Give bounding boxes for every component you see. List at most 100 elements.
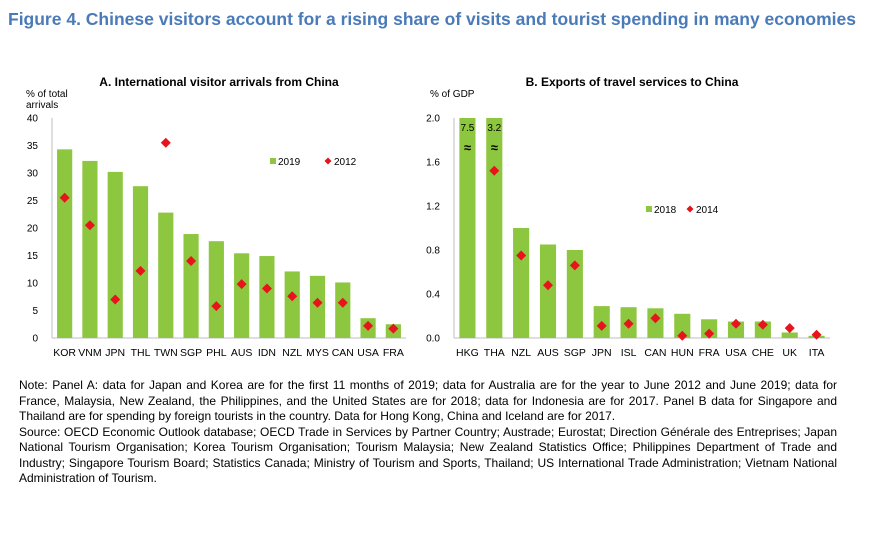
- x-tick-label: NZL: [511, 347, 531, 359]
- bar-2019-NZL: [284, 271, 300, 338]
- marker-2012-IDN: [261, 283, 272, 294]
- x-tick-label: HKG: [456, 347, 479, 359]
- x-tick-label: TWN: [154, 347, 178, 359]
- marker-2012-MYS: [312, 297, 323, 308]
- y-tick-label: 0: [32, 334, 38, 345]
- chart-title: A. International visitor arrivals from C…: [99, 75, 339, 89]
- marker-2014-CAN: [650, 313, 661, 324]
- bar-2018-AUS: [539, 244, 557, 338]
- x-tick-label: IDN: [258, 347, 276, 359]
- x-tick-label: JPN: [592, 347, 612, 359]
- bar-2019-PHL: [208, 241, 224, 338]
- x-tick-label: JPN: [105, 347, 125, 359]
- marker-2014-ITA: [811, 329, 822, 340]
- marker-2012-CAN: [337, 297, 348, 308]
- x-tick-label: SGP: [180, 347, 202, 359]
- bar-2019-KOR: [57, 149, 73, 338]
- x-tick-label: UK: [782, 347, 797, 359]
- y-tick-label: 0.8: [426, 246, 440, 257]
- bar-2019-JPN: [107, 171, 123, 338]
- y-tick-label: 2.0: [426, 114, 440, 125]
- y-tick-label: 20: [27, 224, 39, 235]
- marker-2012-PHL: [211, 301, 222, 312]
- marker-2012-THL: [135, 265, 146, 276]
- y-axis-label: % of GDP: [430, 89, 475, 100]
- marker-2014-SGP: [569, 260, 580, 271]
- legend-marker-swatch: [686, 205, 694, 213]
- bar-2018-UK: [781, 332, 798, 338]
- y-tick-label: 5: [32, 306, 38, 317]
- bar-2018-THA: [486, 118, 503, 338]
- marker-2014-HUN: [677, 330, 688, 341]
- x-tick-label: ISL: [621, 347, 637, 359]
- legend-marker-swatch: [324, 157, 332, 165]
- x-tick-label: KOR: [53, 347, 76, 359]
- y-tick-label: 1.2: [426, 202, 440, 213]
- bar-2018-NZL: [513, 228, 530, 338]
- x-tick-label: NZL: [282, 347, 302, 359]
- bar-2018-USA: [727, 321, 745, 338]
- bar-2019-SGP: [183, 234, 199, 338]
- x-tick-label: FRA: [699, 347, 720, 359]
- x-tick-label: CAN: [332, 347, 354, 359]
- x-tick-label: PHL: [206, 347, 227, 359]
- y-tick-label: 25: [27, 196, 39, 207]
- y-tick-label: 15: [27, 251, 39, 262]
- x-tick-label: HUN: [671, 347, 694, 359]
- x-tick-label: FRA: [383, 347, 404, 359]
- marker-2012-FRA: [388, 323, 399, 334]
- bar-2018-HUN: [674, 313, 691, 338]
- marker-2014-THA: [489, 165, 500, 176]
- marker-2012-VNM: [84, 220, 95, 231]
- figure-title: Figure 4. Chinese visitors account for a…: [8, 9, 856, 29]
- marker-2012-NZL: [287, 291, 298, 302]
- marker-2012-TWN: [160, 137, 171, 148]
- marker-2014-FRA: [704, 328, 715, 339]
- bar-2019-IDN: [259, 256, 275, 338]
- x-tick-label: AUS: [537, 347, 559, 359]
- y-tick-label: 30: [27, 169, 39, 180]
- source-text: Source: OECD Economic Outlook database; …: [19, 424, 837, 486]
- x-tick-label: THL: [131, 347, 151, 359]
- panel-a-svg: A. International visitor arrivals from C…: [26, 75, 406, 359]
- bar-2018-HKG: [459, 118, 476, 338]
- legend-marker-label: 2014: [696, 205, 719, 216]
- bar-2019-THL: [132, 186, 149, 338]
- x-tick-label: SGP: [564, 347, 586, 359]
- y-tick-label: 0.0: [426, 334, 440, 345]
- x-tick-label: MYS: [306, 347, 329, 359]
- marker-2012-KOR: [59, 192, 70, 203]
- legend-bar-swatch: [646, 206, 652, 212]
- bar-2018-SGP: [566, 250, 583, 338]
- y-tick-label: 1.6: [426, 158, 440, 169]
- notes-section: Note: Panel A: data for Japan and Korea …: [19, 378, 837, 487]
- legend-marker-label: 2012: [334, 157, 357, 168]
- y-axis-label: % of total arrivals: [26, 89, 68, 111]
- chart-title: B. Exports of travel services to China: [526, 75, 739, 89]
- marker-2014-AUS: [543, 280, 553, 291]
- x-tick-label: CAN: [644, 347, 666, 359]
- x-tick-label: CHE: [752, 347, 774, 359]
- bar-2019-AUS: [234, 253, 250, 338]
- x-tick-label: AUS: [231, 347, 253, 359]
- panel-b-chart: B. Exports of travel services to China % …: [425, 70, 845, 370]
- marker-2014-NZL: [516, 250, 527, 261]
- y-tick-label: 35: [27, 141, 39, 152]
- x-tick-label: ITA: [809, 347, 825, 359]
- marker-2012-AUS: [236, 279, 247, 290]
- bar-2019-CAN: [335, 282, 351, 338]
- marker-2014-ISL: [623, 318, 634, 329]
- truncated-value-label: 7.5: [460, 123, 474, 134]
- y-tick-label: 0.4: [426, 290, 440, 301]
- bar-2019-TWN: [158, 212, 174, 338]
- legend-bar-swatch: [270, 158, 276, 164]
- x-tick-label: USA: [725, 347, 747, 359]
- x-tick-label: THA: [484, 347, 505, 359]
- x-tick-label: USA: [357, 347, 379, 359]
- truncated-value-label: 3.2: [487, 123, 501, 134]
- y-tick-label: 40: [27, 114, 39, 125]
- x-tick-label: VNM: [78, 347, 101, 359]
- y-tick-label: 10: [27, 279, 39, 290]
- legend-bar-label: 2018: [654, 205, 677, 216]
- marker-2014-USA: [731, 318, 741, 329]
